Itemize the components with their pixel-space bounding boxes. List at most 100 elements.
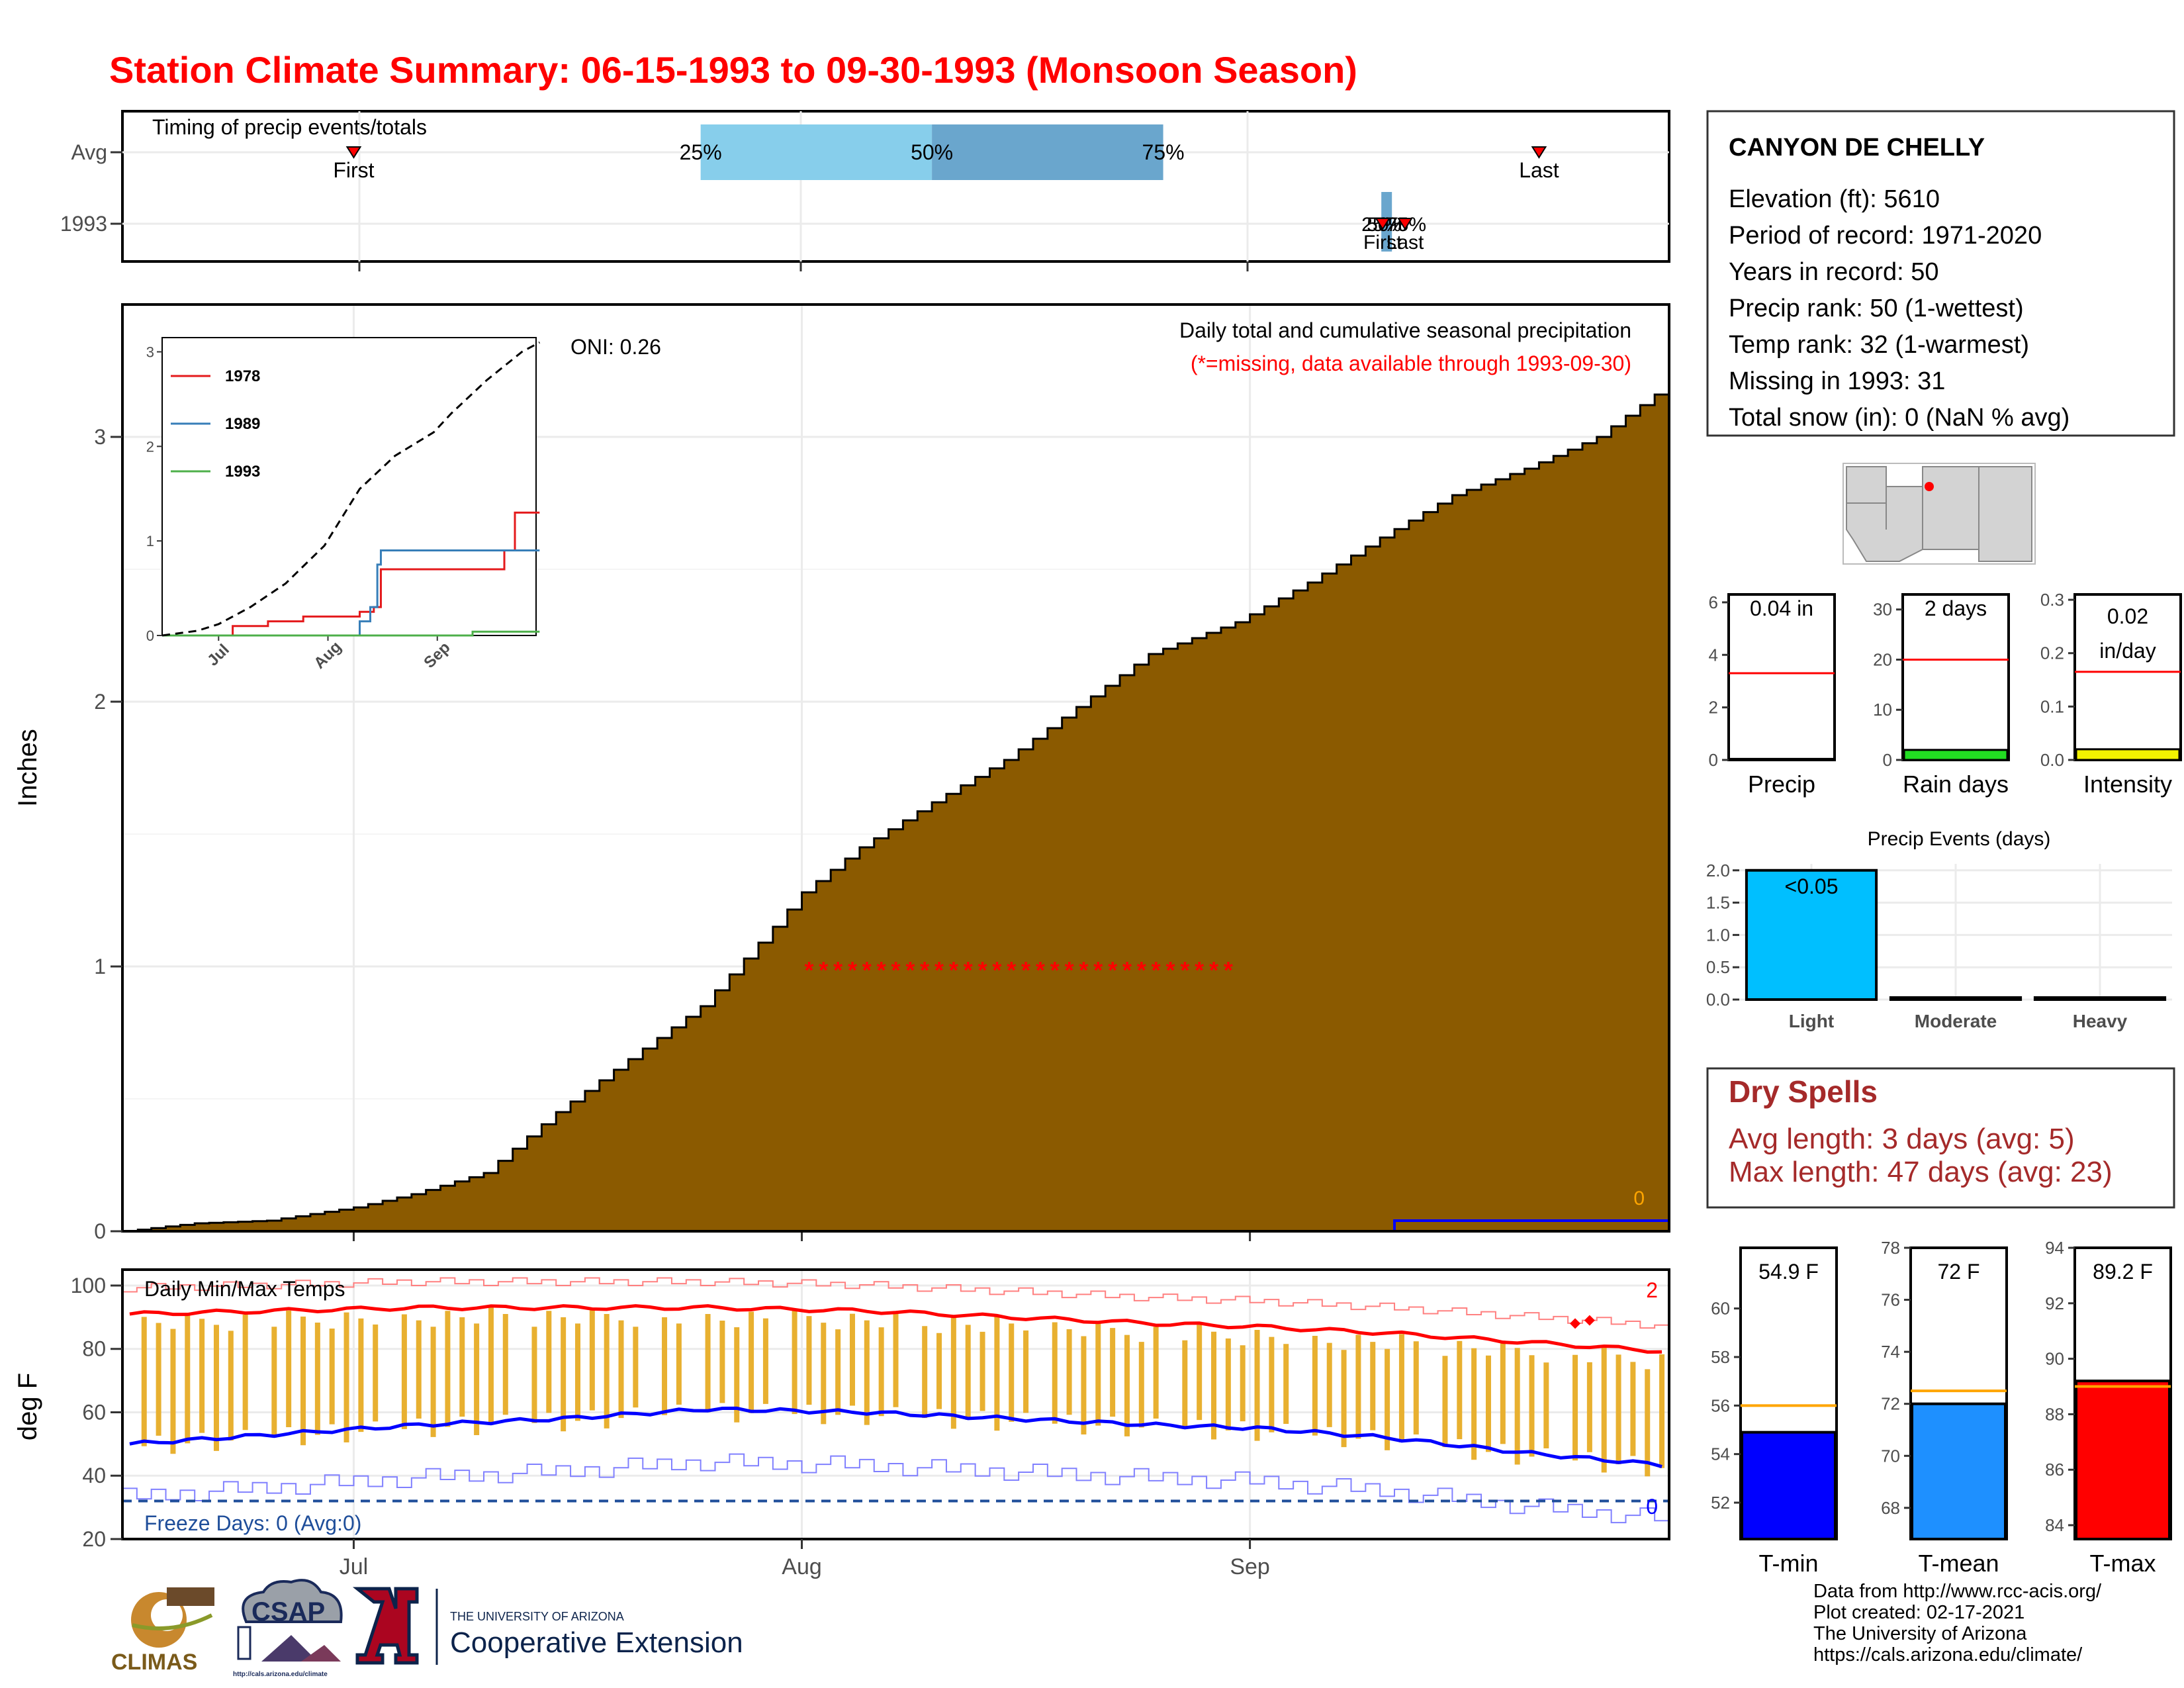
precip-y-tick-label: 2 bbox=[94, 690, 106, 714]
station-missing: Missing in 1993: 31 bbox=[1729, 367, 1945, 395]
avg-p25-label: 25% bbox=[680, 140, 722, 164]
temp-summary-label: T-min bbox=[1759, 1550, 1819, 1577]
avg-iqr-lower bbox=[700, 124, 933, 180]
freeze-days-label: Freeze Days: 0 (Avg:0) bbox=[144, 1511, 361, 1535]
temp-y-tick-label: 60 bbox=[82, 1400, 106, 1424]
mini-chart-tick-label: 0 bbox=[1709, 750, 1718, 770]
dry-spells-max: Max length: 47 days (avg: 23) bbox=[1729, 1156, 2113, 1188]
missing-day-marker: * bbox=[1195, 957, 1204, 984]
inset-y-tick-label: 2 bbox=[146, 438, 154, 455]
record-low-count: 0 bbox=[1646, 1495, 1658, 1519]
x-tick-label: Aug bbox=[782, 1554, 822, 1579]
events-bar-label: <0.05 bbox=[1785, 874, 1839, 898]
temp-summary-tick-label: 54 bbox=[1711, 1444, 1730, 1464]
events-y-tick-label: 2.0 bbox=[1706, 861, 1730, 880]
missing-day-marker: * bbox=[1021, 957, 1030, 984]
missing-day-marker: * bbox=[1050, 957, 1060, 984]
inset-series-1993 bbox=[162, 630, 540, 637]
temp-summary-bar bbox=[2075, 1380, 2171, 1540]
mini-chart-frame bbox=[1901, 593, 2010, 761]
mini-chart-tick-label: 6 bbox=[1709, 592, 1718, 612]
missing-day-marker: * bbox=[1209, 957, 1218, 984]
avg-cumulative-outline bbox=[136, 393, 1669, 1231]
temp-summary-tick-label: 90 bbox=[2045, 1349, 2064, 1369]
ua-small-text: THE UNIVERSITY OF ARIZONA bbox=[450, 1610, 624, 1623]
climas-logo: CLIMAS bbox=[111, 1587, 214, 1675]
record-high-envelope bbox=[122, 1277, 1669, 1329]
inset-legend-label: 1989 bbox=[225, 415, 260, 433]
avg-iqr-upper bbox=[932, 124, 1163, 180]
temp-summary-tick-label: 76 bbox=[1881, 1290, 1900, 1310]
temp-summary-tick-label: 94 bbox=[2045, 1238, 2064, 1258]
station-years: Years in record: 50 bbox=[1729, 258, 1939, 286]
record-low-envelope bbox=[122, 1453, 1669, 1524]
inset-y-tick-label: 3 bbox=[146, 344, 154, 361]
mini-chart-tick-label: 20 bbox=[1873, 649, 1892, 669]
missing-day-marker: * bbox=[891, 957, 900, 984]
record-high-marker bbox=[1584, 1315, 1595, 1326]
mini-chart-label: Precip bbox=[1748, 771, 1815, 798]
year-first-label: First bbox=[1363, 232, 1402, 254]
missing-day-marker: * bbox=[964, 957, 973, 984]
temp-summary-label: T-max bbox=[2089, 1550, 2156, 1577]
precip-chart-subtitle: (*=missing, data available through 1993-… bbox=[1191, 352, 1631, 375]
missing-day-marker: * bbox=[905, 957, 915, 984]
mini-chart-bar bbox=[1903, 749, 2009, 761]
mini-chart-tick-label: 0.1 bbox=[2040, 696, 2064, 716]
temp-summary-tick-label: 70 bbox=[1881, 1446, 1900, 1466]
temp-summary-value: 89.2 F bbox=[2093, 1260, 2153, 1284]
locator-map bbox=[1843, 463, 2036, 565]
inset-legend-label: 1978 bbox=[225, 367, 260, 385]
inset-average-line bbox=[161, 341, 541, 637]
record-high-count: 2 bbox=[1646, 1278, 1658, 1302]
events-y-tick-label: 1.5 bbox=[1706, 893, 1730, 913]
missing-day-marker: * bbox=[833, 957, 842, 984]
temp-summary-tick-label: 78 bbox=[1881, 1238, 1900, 1258]
csap-logo-text: CSAP bbox=[251, 1597, 325, 1626]
temp-summary-tick-label: 60 bbox=[1711, 1299, 1730, 1319]
mini-chart-bar bbox=[2075, 748, 2181, 761]
events-x-label: Light bbox=[1789, 1011, 1834, 1031]
temp-summary-bar bbox=[1741, 1430, 1837, 1541]
precip-y-label: Inches bbox=[13, 729, 42, 807]
year-first-marker bbox=[1375, 218, 1390, 230]
credit-data-source: Data from http://www.rcc-acis.org/ bbox=[1813, 1581, 2102, 1602]
temp-summary-tick-label: 58 bbox=[1711, 1347, 1730, 1367]
temp-summary-value: 54.9 F bbox=[1758, 1260, 1819, 1284]
missing-day-marker: * bbox=[1065, 957, 1074, 984]
missing-day-marker: * bbox=[1165, 957, 1175, 984]
mini-chart-intensity: 0.0 0.1 0.2 0.3 0.02 in/day Intensity bbox=[2040, 590, 2182, 798]
missing-day-marker: * bbox=[1122, 957, 1132, 984]
precip-y-tick-label: 1 bbox=[94, 955, 106, 978]
missing-day-marker: * bbox=[1036, 957, 1045, 984]
missing-day-marker: * bbox=[877, 957, 886, 984]
page-title: Station Climate Summary: 06-15-1993 to 0… bbox=[109, 49, 1357, 91]
inset-legend-label: 1993 bbox=[225, 463, 260, 481]
ua-extension-text: Cooperative Extension bbox=[450, 1626, 743, 1659]
avg-last-label: Last bbox=[1519, 158, 1559, 182]
station-period: Period of record: 1971-2020 bbox=[1729, 222, 2042, 250]
station-precip-rank: Precip rank: 50 (1-wettest) bbox=[1729, 295, 2024, 322]
temp-summary-tick-label: 92 bbox=[2045, 1293, 2064, 1313]
avg-p50-label: 50% bbox=[911, 140, 953, 164]
events-x-label: Heavy bbox=[2073, 1011, 2128, 1031]
missing-day-marker: * bbox=[1137, 957, 1146, 984]
year-last-label: Last bbox=[1387, 232, 1424, 254]
temp-summary-tick-label: 84 bbox=[2045, 1515, 2064, 1535]
temp-summary-t-min: 52 54 56 58 60 54.9 F T-min bbox=[1711, 1246, 1838, 1577]
credit-university: The University of Arizona bbox=[1813, 1623, 2027, 1644]
missing-day-marker: * bbox=[1180, 957, 1189, 984]
inset-y-tick-label: 1 bbox=[146, 533, 154, 549]
mini-chart-rain-days: 0 10 20 30 2 days Rain days bbox=[1873, 593, 2010, 798]
precip-y-tick-label: 3 bbox=[94, 425, 106, 449]
temp-y-tick-label: 80 bbox=[82, 1337, 106, 1361]
timing-row-year: 1993 bbox=[60, 212, 107, 236]
events-bar-heavy bbox=[2033, 996, 2167, 1001]
timing-panel: Timing of precip events/totals Avg 1993 … bbox=[60, 110, 1670, 271]
precip-panel: * * * * * * * * * * * * * * * * * * * * * * * * * * * * * * Inches 01… bbox=[13, 303, 1670, 1243]
climas-logo-text: CLIMAS bbox=[111, 1650, 197, 1675]
credits: Data from http://www.rcc-acis.org/ Plot … bbox=[1813, 1581, 2101, 1665]
temp-summary-tick-label: 52 bbox=[1711, 1493, 1730, 1513]
